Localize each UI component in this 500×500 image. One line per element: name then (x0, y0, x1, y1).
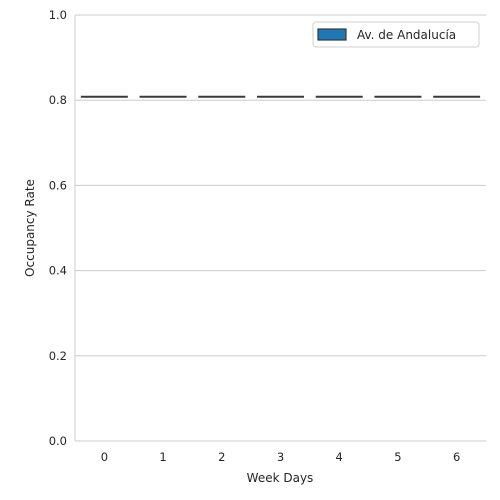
y-tick-0.2: 0.2 (49, 349, 67, 363)
legend-swatch (317, 28, 347, 41)
legend: Av. de Andalucía (312, 21, 480, 48)
x-tick-2: 2 (218, 450, 225, 464)
legend-label: Av. de Andalucía (357, 28, 456, 42)
x-tick-labels: 0 1 2 3 4 5 6 (101, 450, 461, 464)
x-tick-6: 6 (453, 450, 460, 464)
y-tick-labels: 0.0 0.2 0.4 0.6 0.8 1.0 (49, 8, 67, 448)
x-tick-5: 5 (394, 450, 401, 464)
y-tick-0.6: 0.6 (49, 178, 67, 192)
legend-frame (312, 21, 480, 48)
axes (74, 15, 486, 442)
y-tick-1.0: 1.0 (49, 8, 67, 22)
y-tick-0.0: 0.0 (49, 434, 67, 448)
x-tick-4: 4 (336, 450, 343, 464)
y-tick-0.8: 0.8 (49, 93, 67, 107)
y-axis-label: Occupancy Rate (23, 179, 37, 277)
y-tick-0.4: 0.4 (49, 264, 67, 278)
x-tick-3: 3 (277, 450, 284, 464)
horizontal-gridlines (75, 14, 486, 357)
x-tick-0: 0 (101, 450, 108, 464)
x-tick-1: 1 (159, 450, 166, 464)
x-axis-label: Week Days (247, 471, 314, 485)
